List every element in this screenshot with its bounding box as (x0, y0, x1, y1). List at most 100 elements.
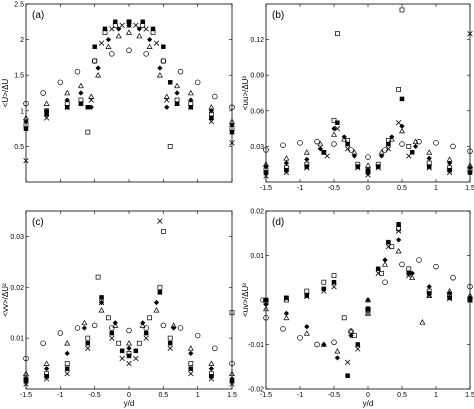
data-point (170, 325, 177, 331)
data-point (321, 150, 327, 155)
data-point (375, 266, 381, 272)
data-point (102, 26, 108, 32)
data-point (119, 22, 125, 29)
data-point (395, 247, 402, 254)
data-point (399, 127, 405, 134)
panel-label: (a) (32, 10, 44, 21)
data-point (143, 51, 149, 57)
data-point (355, 165, 361, 171)
data-point (382, 261, 388, 267)
data-point (64, 366, 70, 371)
data-point (365, 172, 371, 178)
data-point (467, 297, 473, 303)
data-point (43, 365, 50, 372)
data-point (450, 143, 456, 150)
data-point (399, 141, 405, 147)
data-point (43, 100, 50, 106)
data-point (140, 19, 145, 25)
x-tick-label: 1 (196, 392, 200, 399)
x-tick-label: 0.5 (158, 392, 168, 399)
data-point (263, 173, 269, 179)
data-point (167, 80, 173, 85)
data-point (409, 150, 415, 155)
data-point (160, 58, 167, 64)
data-point (382, 257, 388, 263)
data-point (74, 325, 81, 331)
data-point (334, 348, 341, 354)
data-point (160, 228, 166, 234)
x-tick-label: 1.5 (465, 185, 474, 192)
y-axis-label: <U>/ΔU (1, 79, 10, 108)
data-point (395, 119, 402, 126)
data-point (164, 97, 170, 103)
data-point (143, 330, 149, 336)
y-tick-label: 0.03 (10, 234, 24, 241)
data-point (156, 72, 163, 78)
series-1 (263, 138, 473, 160)
data-point (98, 299, 105, 306)
data-point (126, 327, 132, 334)
data-point (334, 125, 341, 132)
x-tick-label: -0.5 (89, 392, 101, 399)
x-tick-label: -1 (297, 392, 303, 399)
data-point (229, 104, 235, 110)
data-point (382, 279, 388, 285)
data-point (345, 373, 350, 378)
data-point (426, 283, 432, 290)
data-point (116, 340, 122, 346)
data-point (419, 319, 426, 325)
data-point (229, 122, 235, 128)
y-tick-label: 0 (260, 298, 264, 305)
data-point (209, 115, 214, 121)
data-point (98, 307, 105, 313)
data-point (396, 222, 401, 227)
data-point (64, 340, 71, 346)
data-point (136, 340, 142, 346)
data-point (303, 330, 310, 336)
series-6 (23, 22, 235, 164)
data-point (77, 82, 84, 89)
data-point (167, 345, 173, 351)
series-4 (23, 228, 235, 382)
data-point (399, 96, 405, 102)
data-point (119, 348, 125, 354)
data-point (81, 319, 88, 326)
data-point (43, 376, 50, 382)
data-point (88, 93, 95, 99)
data-point (331, 141, 337, 147)
data-point (386, 141, 391, 147)
plot-frame (25, 210, 233, 390)
series-5 (23, 19, 235, 135)
data-point (139, 322, 146, 328)
data-point (147, 315, 152, 321)
data-point (85, 104, 91, 110)
data-point (406, 272, 412, 279)
data-point (23, 355, 29, 362)
data-point (395, 228, 402, 234)
chart-panel-2: -1.5 -1 -0.5 0 0.5 1 1.5 0.03 0.06 0.09 0.12 (b) <uu… (241, 3, 474, 192)
series-2 (23, 29, 235, 124)
data-point (467, 30, 473, 37)
data-point (64, 361, 70, 366)
data-point (263, 147, 269, 153)
series-6 (263, 228, 473, 365)
data-point (416, 257, 422, 263)
data-point (321, 288, 327, 294)
data-point (150, 26, 156, 32)
data-point (406, 266, 412, 272)
x-tick-label: 0.5 (397, 392, 407, 399)
data-point (91, 322, 98, 329)
data-point (95, 274, 101, 280)
data-point (467, 148, 473, 154)
data-point (157, 290, 163, 295)
data-point (321, 341, 327, 348)
data-point (385, 146, 392, 152)
data-point (126, 19, 132, 25)
y-tick-label: 0.01 (250, 253, 264, 260)
panel-label: (c) (32, 217, 44, 228)
data-point (40, 340, 46, 346)
x-tick-label: 1.5 (465, 392, 474, 399)
data-point (126, 340, 132, 346)
data-point (126, 22, 132, 29)
